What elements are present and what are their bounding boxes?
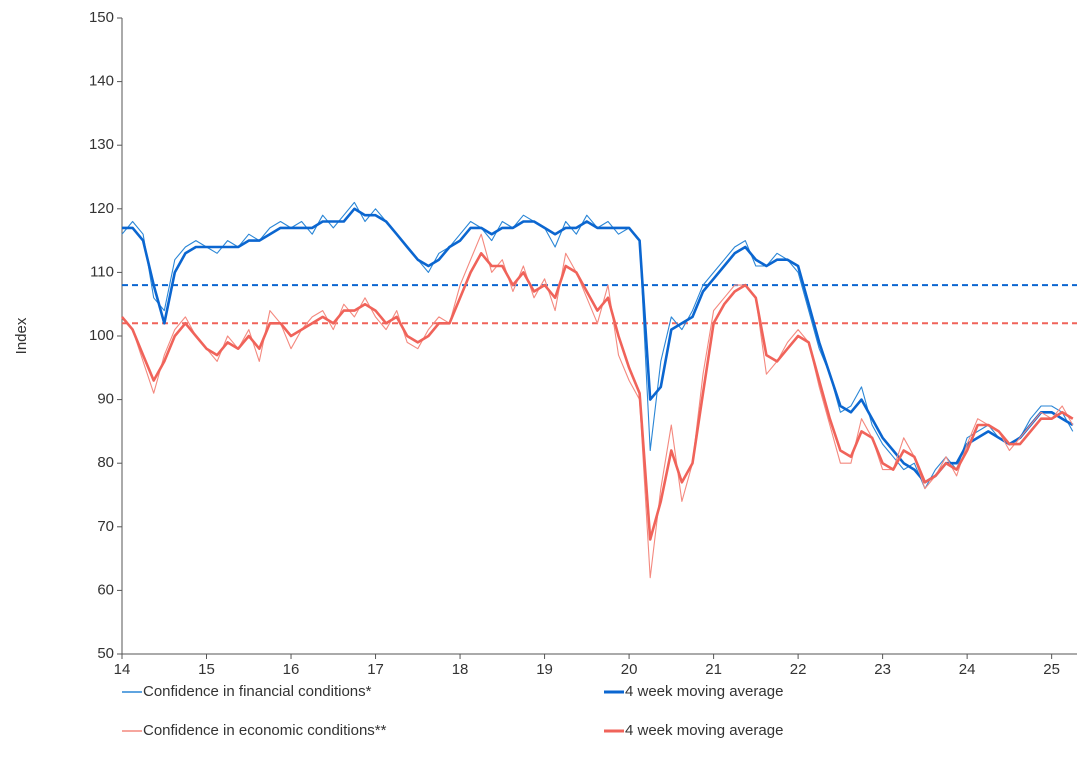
x-tick-label: 15 [198,661,215,678]
y-tick-label: 50 [97,645,114,662]
y-tick-label: 110 [90,263,114,280]
x-tick-label: 18 [452,661,469,678]
series-line [121,201,1074,490]
y-axis-label: Index [13,317,30,354]
x-tick-label: 20 [621,661,638,678]
y-tick-label: 130 [89,136,114,153]
x-tick-label: 21 [705,661,722,678]
legend-label: Confidence in economic conditions** [143,722,387,739]
legend-label: Confidence in financial conditions* [143,683,372,700]
x-tick-label: 23 [874,661,891,678]
y-tick-label: 60 [97,581,114,598]
x-tick-label: 22 [790,661,807,678]
y-tick-label: 120 [89,200,114,217]
y-tick-label: 140 [89,73,114,90]
y-tick-label: 90 [97,391,114,408]
x-tick-label: 24 [959,661,976,678]
y-tick-label: 80 [97,454,114,471]
y-tick-label: 100 [89,327,114,344]
x-tick-label: 17 [367,661,384,678]
legend-label: 4 week moving average [625,683,783,700]
legend-label: 4 week moving average [625,722,783,739]
series-line [122,207,1074,484]
x-tick-label: 16 [283,661,300,678]
y-tick-label: 150 [89,9,114,26]
x-tick-label: 19 [536,661,553,678]
x-tick-label: 14 [114,661,131,678]
series-line [121,252,1074,541]
x-tick-label: 25 [1043,661,1060,678]
y-tick-label: 70 [97,518,114,535]
